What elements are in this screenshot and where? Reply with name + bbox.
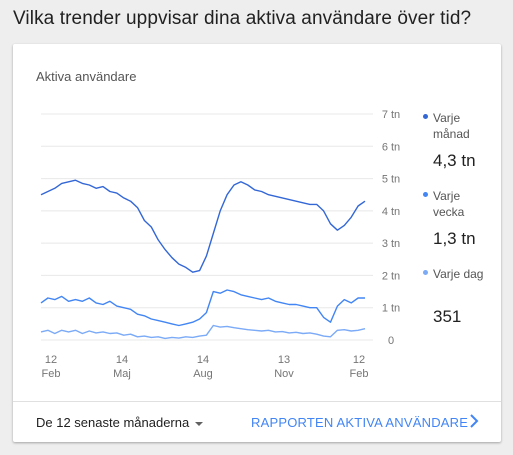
- legend-item-daily: Varje dag 351: [423, 266, 498, 344]
- caret-down-icon: [195, 421, 204, 426]
- series-line-weekly: [40, 289, 365, 327]
- y-tick-label: 1 tn: [382, 303, 400, 315]
- y-tick-label: 0: [388, 335, 394, 347]
- y-tick-label: 6 tn: [382, 141, 400, 153]
- dot-icon: [423, 192, 428, 197]
- legend-value: 351: [433, 307, 462, 326]
- date-range-label: De 12 senaste månaderna: [36, 415, 190, 430]
- x-tick-month: Nov: [274, 368, 294, 380]
- x-tick-month: Feb: [350, 368, 369, 380]
- legend-item-monthly: Varje månad 4,3 tn: [423, 110, 498, 188]
- x-tick-month: Aug: [193, 368, 213, 380]
- date-range-dropdown[interactable]: De 12 senaste månaderna: [36, 415, 204, 430]
- dot-icon: [423, 270, 428, 275]
- legend-item-weekly: Varje vecka 1,3 tn: [423, 188, 498, 266]
- active-users-report-link[interactable]: RAPPORTEN AKTIVA ANVÄNDARE: [251, 415, 469, 430]
- x-tick-month: Feb: [42, 368, 61, 380]
- active-users-chart: 7 tn 6 tn 5 tn 4 tn 3 tn 2 tn 1 tn 0 12 Feb 14 Maj 1…: [40, 109, 400, 380]
- dot-icon: [423, 114, 428, 119]
- legend-value: 4,3 tn: [433, 151, 476, 170]
- y-tick-label: 7 tn: [382, 109, 400, 121]
- page-title: Vilka trender uppvisar dina aktiva använ…: [13, 8, 472, 29]
- y-tick-label: 5 tn: [382, 174, 400, 186]
- footer-divider: [13, 401, 501, 402]
- chart-legend: Varje månad 4,3 tn Varje vecka 1,3 tn Va…: [423, 110, 498, 344]
- legend-value: 1,3 tn: [433, 229, 476, 248]
- legend-label: Varje månad: [433, 111, 470, 141]
- y-tick-label: 2 tn: [382, 270, 400, 282]
- active-users-card: Aktiva användare 7 tn 6 tn 5 tn 4 tn 3 tn 2 t…: [13, 44, 501, 442]
- y-tick-label: 3 tn: [382, 238, 400, 250]
- legend-label: Varje dag: [433, 267, 484, 281]
- x-tick-day: 12: [45, 354, 57, 366]
- x-tick-month: Maj: [113, 368, 131, 380]
- card-title: Aktiva användare: [36, 69, 137, 84]
- chevron-right-icon[interactable]: [468, 413, 480, 429]
- x-tick-day: 12: [353, 354, 365, 366]
- series-line-monthly: [40, 179, 366, 273]
- y-tick-label: 4 tn: [382, 206, 400, 218]
- legend-label: Varje vecka: [433, 189, 465, 219]
- series-line-daily: [40, 324, 366, 340]
- x-tick-day: 14: [116, 354, 128, 366]
- x-tick-day: 14: [197, 354, 209, 366]
- x-tick-day: 13: [278, 354, 290, 366]
